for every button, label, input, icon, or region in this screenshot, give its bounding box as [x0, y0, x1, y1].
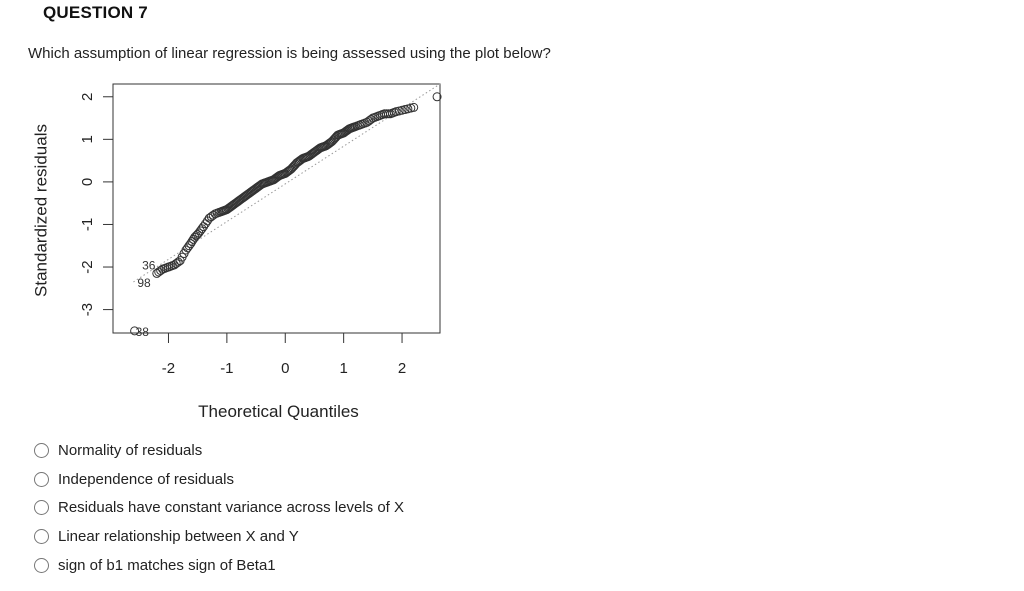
option-label: Linear relationship between X and Y [58, 528, 299, 546]
qq-plot-svg: -2 -1 0 1 2 -3 -2 -1 0 1 2 Theoretical Quantiles Sta… [31, 83, 442, 421]
y-tick-label: 2 [79, 93, 96, 101]
option-constant-variance[interactable]: Residuals have constant variance across … [34, 494, 404, 523]
data-point [432, 92, 442, 102]
question-text: Which assumption of linear regression is… [28, 45, 551, 62]
plot-layer: -2 -1 0 1 2 -3 -2 -1 0 1 2 Theoretical Quantiles Sta… [31, 83, 442, 421]
y-axis-title: Standardized residuals [31, 124, 50, 297]
x-tick-label: 2 [398, 360, 406, 377]
x-axis-title: Theoretical Quantiles [198, 402, 359, 421]
option-label: Residuals have constant variance across … [58, 499, 405, 517]
y-tick-label: 0 [79, 178, 96, 186]
radio-button[interactable] [34, 500, 49, 516]
question-number: QUESTION 7 [43, 3, 148, 22]
radio-button[interactable] [34, 471, 49, 487]
x-tick-label: -2 [162, 360, 175, 377]
radio-button[interactable] [34, 442, 49, 458]
option-independence[interactable]: Independence of residuals [34, 465, 404, 494]
point-label: 98 [137, 276, 151, 290]
plot-frame [112, 83, 441, 334]
data-point [130, 326, 140, 336]
y-tick-label: -3 [79, 303, 96, 316]
radio-button[interactable] [34, 558, 49, 574]
x-tick-label: -1 [220, 360, 233, 377]
x-tick-label: 0 [281, 360, 289, 377]
point-label: 38 [136, 325, 150, 339]
y-tick-label: -1 [79, 218, 96, 231]
point-label: 36 [142, 258, 156, 272]
x-tick-label: 1 [339, 360, 347, 377]
radio-button[interactable] [34, 529, 49, 545]
option-sign-b1[interactable]: sign of b1 matches sign of Beta1 [34, 551, 404, 580]
y-tick-label: 1 [79, 135, 96, 143]
option-label: Normality of residuals [58, 441, 203, 459]
answer-options: Normality of residuals Independence of r… [34, 436, 404, 580]
qq-plot: -2 -1 0 1 2 -3 -2 -1 0 1 2 Theoretical Quantiles Sta… [31, 83, 442, 421]
option-linear-relationship[interactable]: Linear relationship between X and Y [34, 522, 404, 551]
data-point [409, 102, 419, 112]
option-label: Independence of residuals [58, 470, 234, 488]
y-tick-label: -2 [79, 260, 96, 273]
option-label: sign of b1 matches sign of Beta1 [58, 557, 276, 575]
option-normality[interactable]: Normality of residuals [34, 436, 404, 465]
